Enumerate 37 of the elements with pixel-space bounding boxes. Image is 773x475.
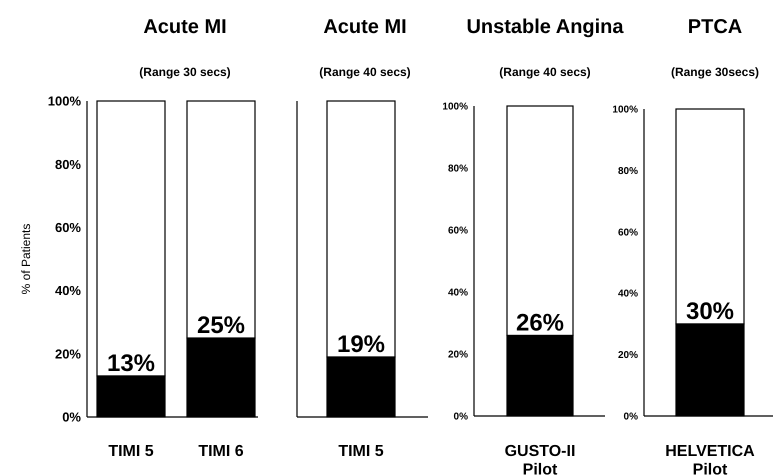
chart-title: Acute MI (143, 16, 227, 38)
x-tick-label: GUSTO-II Pilot (504, 443, 576, 475)
data-label: 19% (336, 330, 386, 358)
data-label: 26% (516, 309, 564, 336)
data-label: 13% (106, 350, 156, 377)
y-tick-label: 40% (54, 283, 82, 298)
y-tick-label: 80% (448, 164, 468, 174)
y-tick-label: 80% (54, 156, 82, 172)
y-tick-label: 20% (618, 350, 638, 362)
y-axis-title: % of Patients (19, 224, 33, 294)
chart-subtitle: (Range 30secs) (670, 65, 760, 79)
y-tick-label: 40% (448, 288, 468, 298)
y-tick-label: 60% (618, 227, 638, 238)
y-tick-label: 100% (612, 104, 638, 116)
y-tick-label: 60% (448, 226, 468, 236)
chart-title: Acute MI (323, 16, 407, 38)
y-tick-label: 60% (54, 220, 82, 235)
y-tick-label: 40% (618, 288, 638, 300)
x-tick-label: TIMI 5 (338, 443, 384, 460)
chart-subtitle: (Range 40 secs) (319, 65, 411, 79)
chart-subtitle: (Range 40 secs) (499, 65, 591, 79)
y-tick-label: 0% (624, 412, 638, 422)
x-tick-label: HELVETICA Pilot (665, 443, 756, 475)
chart-title: Unstable Angina (466, 16, 624, 38)
y-tick-label: 80% (618, 166, 638, 177)
y-tick-label: 20% (54, 346, 82, 362)
data-label: 30% (686, 298, 734, 325)
x-tick-label: TIMI 6 (198, 443, 244, 460)
chart-subtitle: (Range 30 secs) (139, 65, 231, 79)
data-label: 25% (196, 312, 246, 339)
y-tick-label: 0% (454, 412, 468, 422)
x-tick-label: TIMI 5 (108, 443, 154, 460)
y-tick-label: 0% (62, 410, 82, 425)
y-tick-label: 100% (48, 94, 82, 109)
y-tick-label: 100% (442, 102, 468, 112)
chart-title: PTCA (688, 16, 742, 38)
y-tick-label: 20% (448, 350, 468, 360)
